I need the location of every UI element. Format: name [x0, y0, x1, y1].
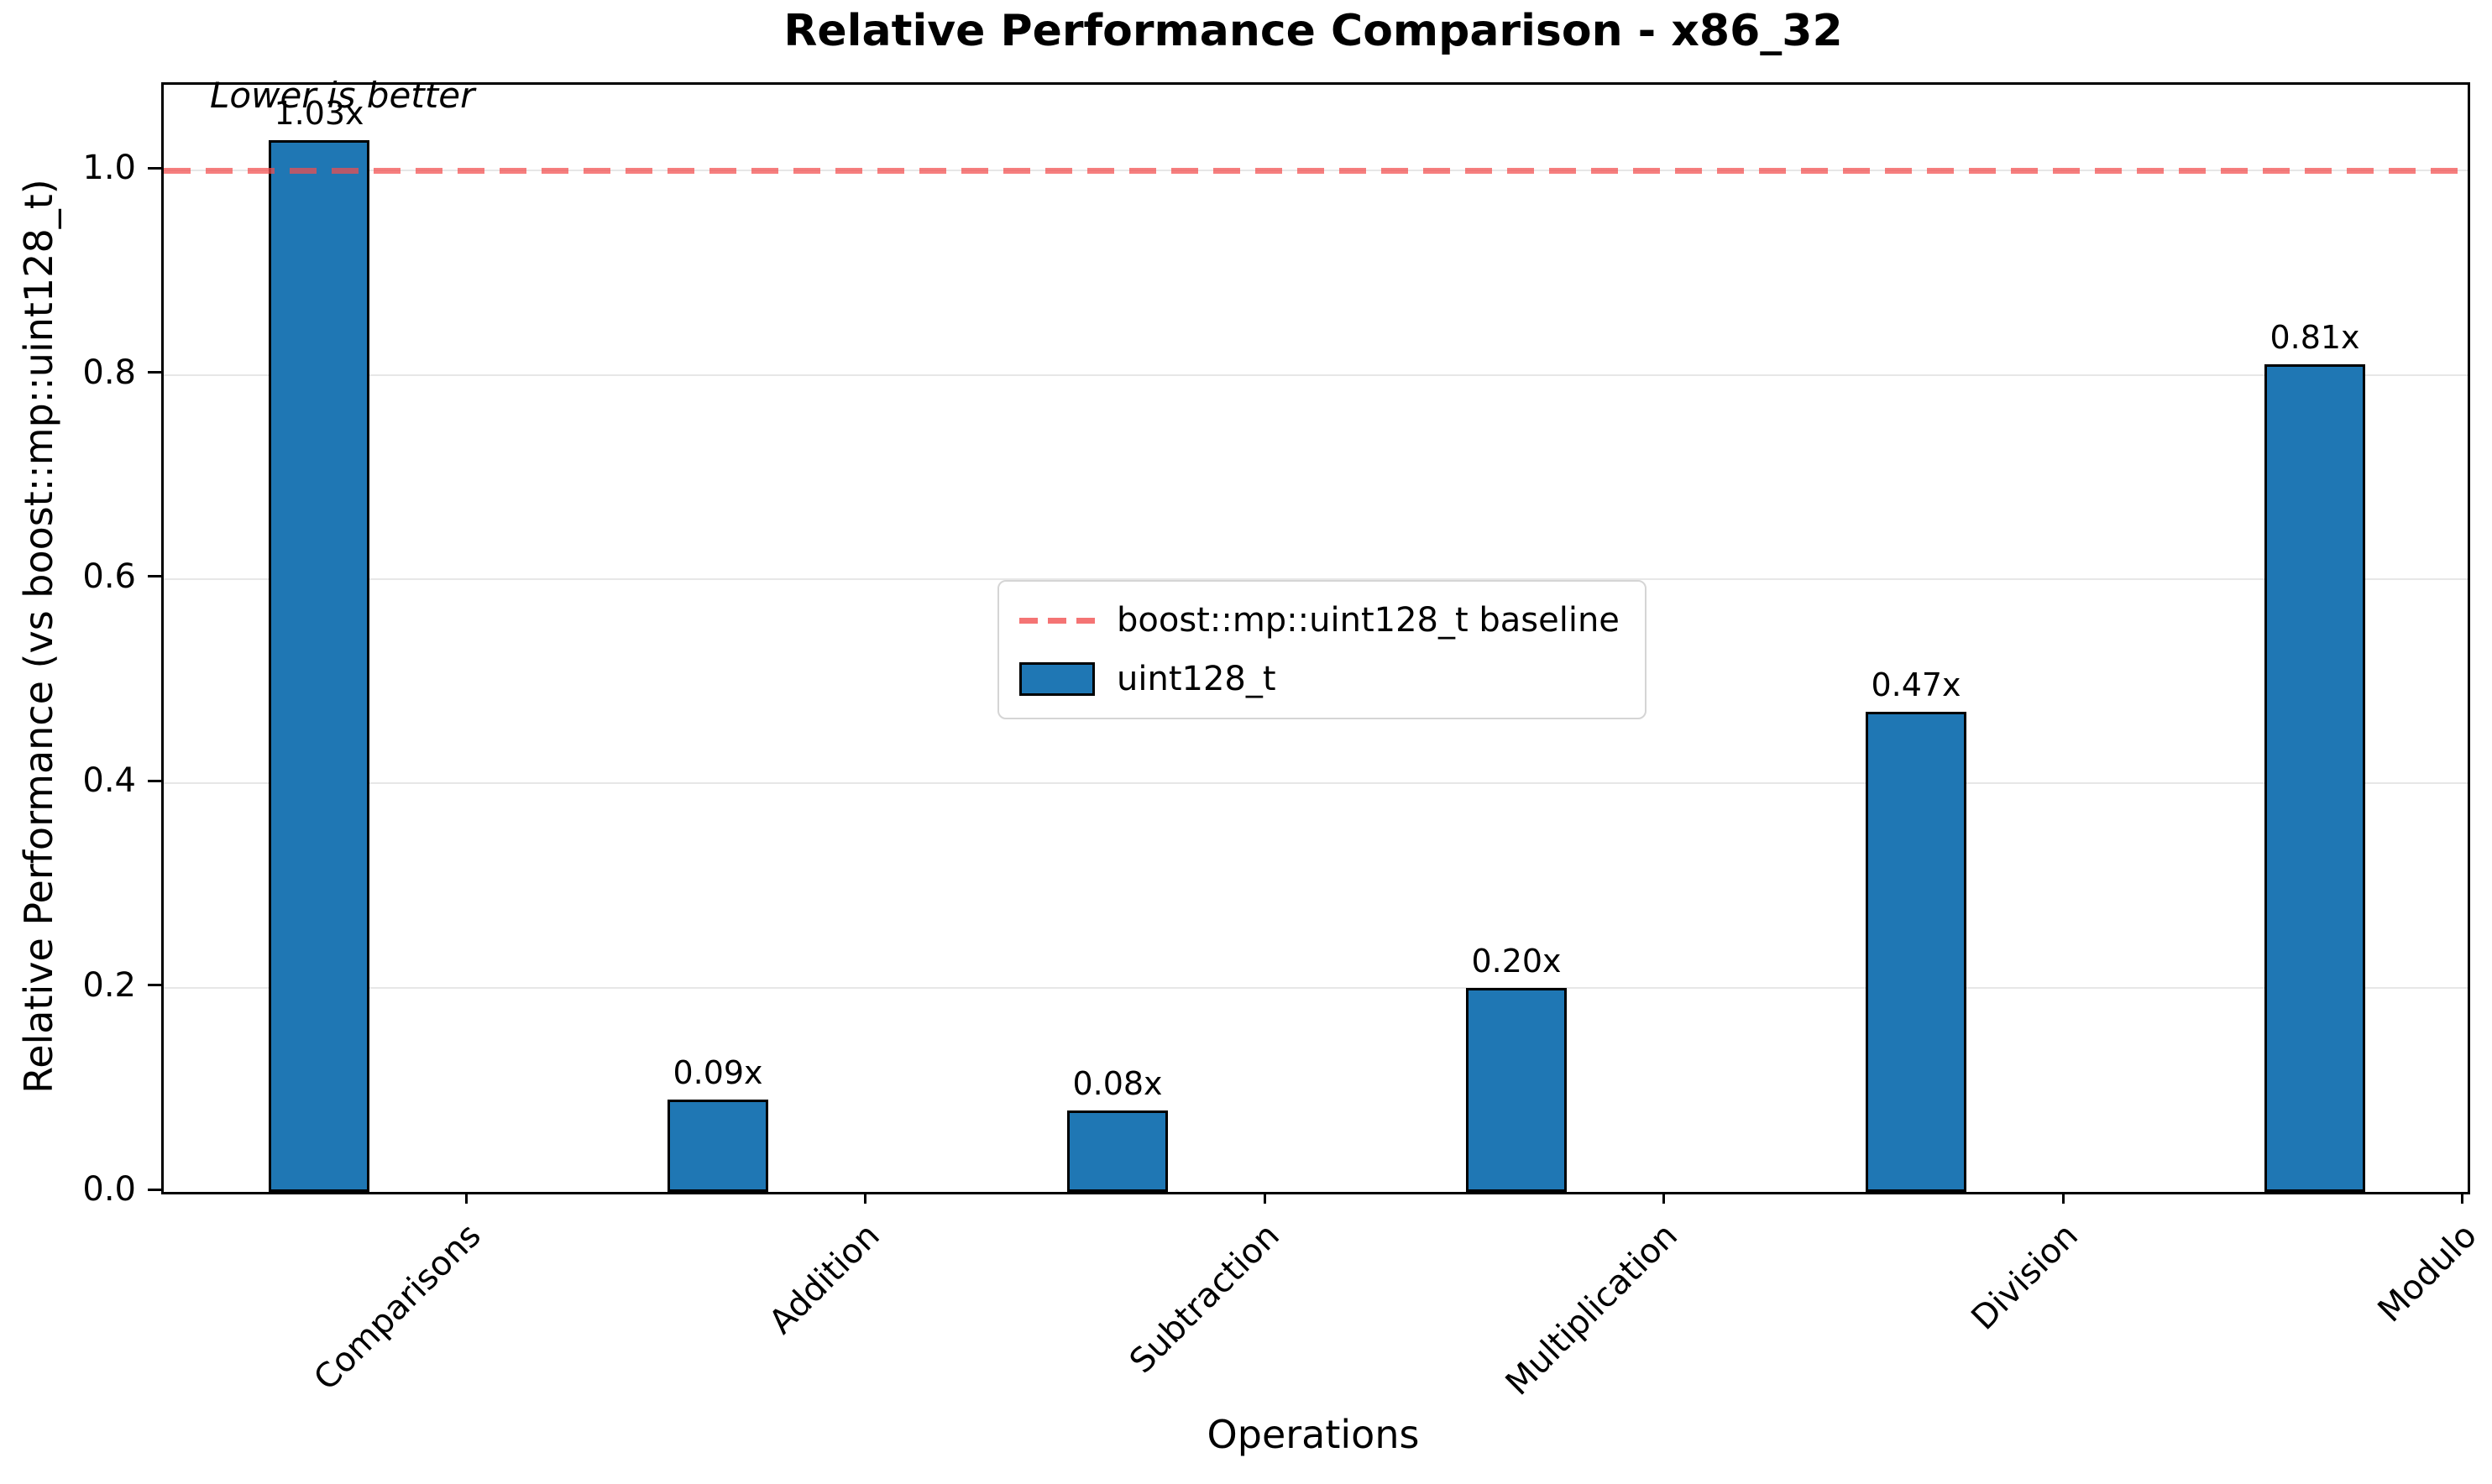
lower-is-better-annotation: Lower is better: [210, 75, 475, 116]
legend-item-baseline: boost::mp::uint128_t baseline: [1019, 598, 1620, 642]
x-tick-label-division: Division: [1963, 1216, 2086, 1338]
x-tick-label-subtraction: Subtraction: [1122, 1216, 1287, 1382]
y-tick-0.2: [148, 984, 161, 986]
x-tick-label-comparisons: Comparisons: [306, 1216, 489, 1398]
x-axis-label: Operations: [1207, 1412, 1420, 1457]
x-tick-modulo: [2461, 1192, 2463, 1204]
y-tick-0.4: [148, 780, 161, 782]
y-tick-label-0.4: 0.4: [82, 761, 136, 800]
x-tick-label-modulo: Modulo: [2370, 1216, 2484, 1330]
bar-value-label-division: 0.47x: [1871, 666, 1961, 703]
y-tick-label-1.0: 1.0: [82, 149, 136, 187]
legend-label-baseline: boost::mp::uint128_t baseline: [1117, 601, 1620, 640]
gridline-y-0.8: [164, 374, 2468, 376]
y-tick-label-0.0: 0.0: [82, 1170, 136, 1209]
y-tick-label-0.6: 0.6: [82, 557, 136, 596]
plot-area: Lower is better boost::mp::uint128_t bas…: [161, 75, 2470, 1194]
bar-value-label-modulo: 0.81x: [2270, 319, 2360, 356]
baseline-dash-icon: [1019, 617, 1095, 624]
x-tick-subtraction: [1264, 1192, 1266, 1204]
gridline-y-0.2: [164, 986, 2468, 989]
bar-multiplication: [1466, 988, 1567, 1192]
bar-value-label-comparisons: 1.03x: [274, 95, 364, 132]
bar-value-label-multiplication: 0.20x: [1471, 943, 1562, 980]
x-tick-multiplication: [1662, 1192, 1665, 1204]
y-tick-label-0.2: 0.2: [82, 966, 136, 1005]
bar-modulo: [2264, 364, 2365, 1192]
x-tick-comparisons: [465, 1192, 468, 1204]
y-tick-label-0.8: 0.8: [82, 353, 136, 392]
y-tick-0.6: [148, 575, 161, 577]
x-tick-label-multiplication: Multiplication: [1499, 1216, 1686, 1403]
y-axis-label: Relative Performance (vs boost::mp::uint…: [16, 179, 61, 1094]
bar-subtraction: [1067, 1110, 1168, 1192]
bar-value-label-addition: 0.09x: [673, 1054, 763, 1091]
bar-comparisons: [269, 140, 369, 1192]
legend-label-uint128: uint128_t: [1117, 660, 1276, 698]
bar-division: [1866, 712, 1966, 1192]
gridline-y-0.6: [164, 577, 2468, 580]
x-tick-division: [2062, 1192, 2065, 1204]
gridline-y-0.4: [164, 782, 2468, 785]
y-tick-0.0: [148, 1189, 161, 1191]
legend-item-uint128: uint128_t: [1019, 657, 1620, 701]
bar-addition: [668, 1100, 768, 1192]
bar-value-label-subtraction: 0.08x: [1072, 1065, 1163, 1102]
baseline-dashed-line: [164, 168, 2468, 175]
chart-title: Relative Performance Comparison - x86_32: [783, 6, 1843, 56]
y-tick-0.8: [148, 371, 161, 374]
bar-patch-icon: [1019, 662, 1095, 696]
legend: boost::mp::uint128_t baseline uint128_t: [997, 580, 1646, 719]
y-tick-1.0: [148, 167, 161, 170]
x-tick-label-addition: Addition: [762, 1216, 887, 1342]
x-tick-addition: [864, 1192, 866, 1204]
